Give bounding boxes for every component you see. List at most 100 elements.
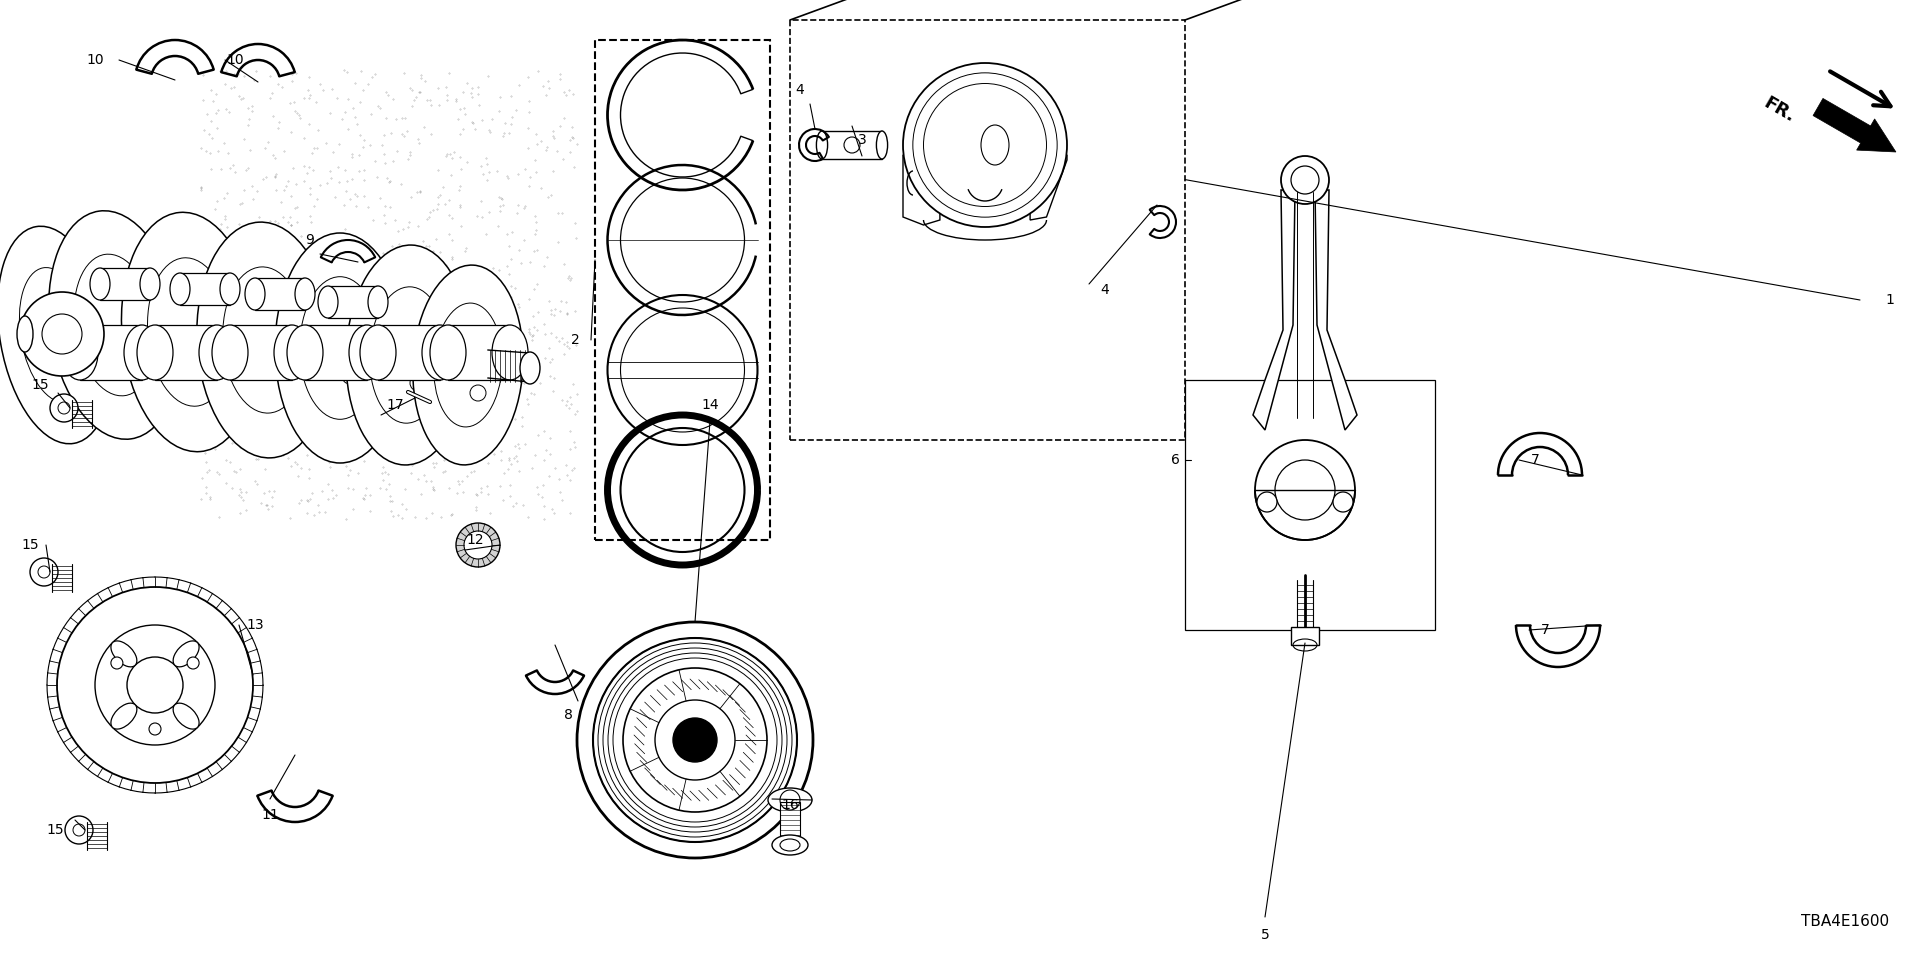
Text: 4: 4 [1100,283,1110,297]
Ellipse shape [434,303,503,427]
Circle shape [655,700,735,780]
Text: 2: 2 [570,333,580,347]
Circle shape [1256,440,1356,540]
Circle shape [31,558,58,586]
Polygon shape [1812,99,1895,152]
Ellipse shape [772,835,808,855]
Text: 15: 15 [46,823,63,837]
Circle shape [111,657,123,669]
Circle shape [578,622,812,858]
Ellipse shape [221,273,240,305]
Text: 13: 13 [246,618,263,632]
Ellipse shape [349,325,386,380]
Bar [595,40,770,540]
Bar [328,286,378,318]
Ellipse shape [768,788,812,812]
Ellipse shape [286,325,323,380]
Text: 16: 16 [781,798,799,812]
Ellipse shape [422,325,459,380]
Circle shape [1281,156,1329,204]
Bar [230,325,292,380]
Circle shape [117,345,132,361]
Circle shape [342,368,357,384]
Ellipse shape [346,245,470,465]
Circle shape [267,360,282,376]
Text: 14: 14 [701,398,718,412]
Circle shape [1332,492,1354,512]
Ellipse shape [173,641,200,667]
Circle shape [19,292,104,376]
Bar [305,325,367,380]
Circle shape [902,63,1068,227]
Ellipse shape [171,273,190,305]
Bar [780,802,801,842]
Ellipse shape [361,325,396,380]
Circle shape [94,625,215,745]
Circle shape [58,355,73,371]
Ellipse shape [148,258,232,406]
Circle shape [50,394,79,422]
Text: 4: 4 [795,83,804,97]
Text: 7: 7 [1530,453,1540,467]
Ellipse shape [413,265,522,465]
Bar [1290,627,1319,645]
Ellipse shape [90,268,109,300]
Ellipse shape [17,316,33,352]
Ellipse shape [140,268,159,300]
Ellipse shape [111,641,136,667]
Circle shape [58,587,253,783]
Text: 1: 1 [1885,293,1895,307]
Bar [180,273,230,305]
Polygon shape [902,155,941,225]
Ellipse shape [319,286,338,318]
Ellipse shape [200,325,234,380]
Ellipse shape [520,352,540,384]
Circle shape [457,523,499,567]
Ellipse shape [369,286,388,318]
Circle shape [73,824,84,836]
Ellipse shape [211,325,248,380]
Ellipse shape [492,325,528,380]
Ellipse shape [61,325,98,380]
Text: 8: 8 [564,708,572,722]
Text: 10: 10 [227,53,244,67]
Text: 9: 9 [305,233,315,247]
Text: 15: 15 [21,538,38,552]
Circle shape [65,816,92,844]
Ellipse shape [876,131,887,159]
Ellipse shape [275,325,309,380]
Ellipse shape [300,276,380,420]
Circle shape [186,657,200,669]
Bar [100,268,150,300]
Text: 7: 7 [1540,623,1549,637]
Circle shape [38,566,50,578]
Bar [255,278,305,310]
Bar [378,325,440,380]
Bar [156,325,217,380]
Bar [81,325,142,380]
Text: TBA4E1600: TBA4E1600 [1801,915,1889,929]
Text: 17: 17 [386,398,403,412]
Ellipse shape [369,287,447,423]
Ellipse shape [816,131,828,159]
Circle shape [470,385,486,401]
Ellipse shape [246,278,265,310]
Ellipse shape [173,703,200,729]
Text: 10: 10 [86,53,104,67]
Polygon shape [1031,155,1068,220]
Ellipse shape [198,222,334,458]
Text: 6: 6 [1171,453,1179,467]
Ellipse shape [125,325,159,380]
Circle shape [465,531,492,559]
Text: FR.: FR. [1761,94,1797,126]
Polygon shape [1315,190,1357,430]
Circle shape [1258,492,1277,512]
Circle shape [411,375,426,391]
Circle shape [42,314,83,354]
Ellipse shape [19,268,90,402]
Ellipse shape [275,233,405,463]
Ellipse shape [0,227,113,444]
Ellipse shape [111,703,136,729]
Bar [447,325,511,380]
Text: 12: 12 [467,533,484,547]
